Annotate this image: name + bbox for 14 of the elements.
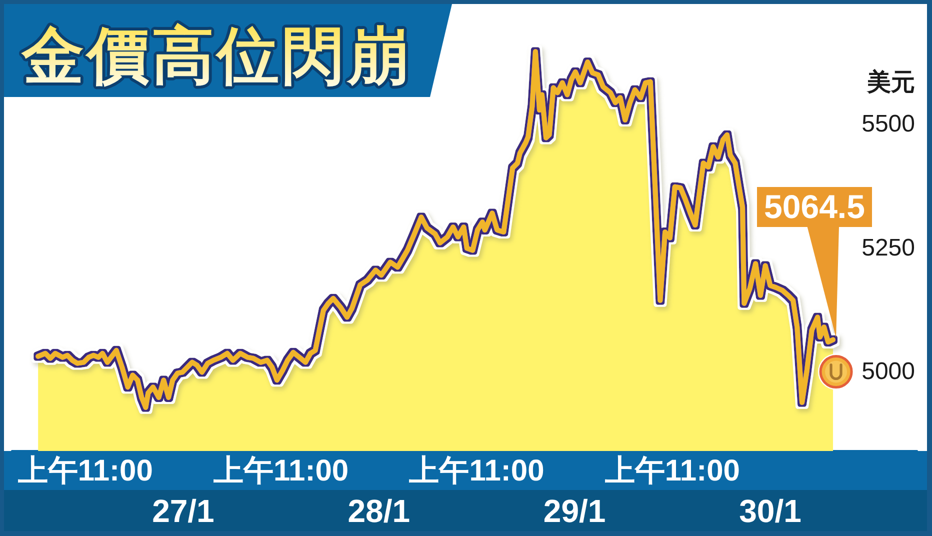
y-tick-label: 5000: [862, 358, 915, 386]
x-tick-label: 上午11:00: [16, 454, 153, 488]
y-axis-title: 美元: [866, 68, 915, 96]
y-tick-label: 5500: [862, 110, 915, 138]
x2-tick-label: 29/1: [543, 493, 606, 529]
x-tick-label: 上午11:00: [212, 454, 349, 488]
x-tick-label: 上午11:00: [604, 454, 740, 488]
chart-title: 金價高位閃崩: [21, 19, 412, 92]
x2-tick-label: 27/1: [152, 493, 214, 529]
y-tick-label: 5250: [862, 234, 915, 262]
annotation: 5064.5: [757, 186, 872, 227]
x-tick-label: 上午11:00: [408, 454, 544, 488]
x2-tick-label: 30/1: [739, 493, 802, 529]
x2-tick-label: 28/1: [348, 493, 410, 529]
